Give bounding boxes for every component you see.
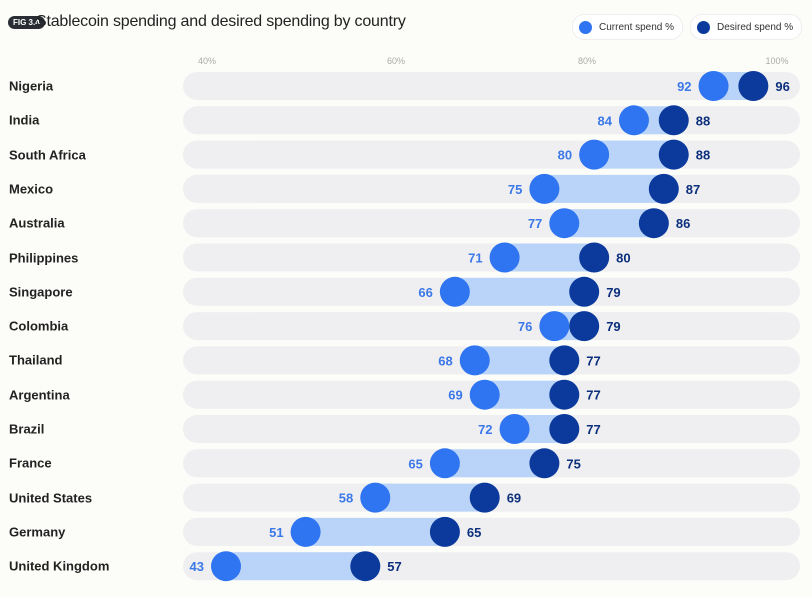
current-value-label: 69 <box>448 388 462 403</box>
row-track <box>183 174 800 203</box>
current-value-label: 66 <box>418 285 432 300</box>
current-dot <box>539 311 570 342</box>
desired-value-label: 96 <box>775 79 789 94</box>
current-value-label: 77 <box>528 216 542 231</box>
desired-value-label: 88 <box>696 113 710 128</box>
current-value-label: 75 <box>508 182 522 197</box>
desired-dot <box>429 516 460 547</box>
row-track <box>183 72 800 100</box>
desired-value-label: 77 <box>586 353 600 368</box>
current-dot <box>579 139 610 170</box>
country-label: Australia <box>9 215 65 231</box>
desired-dot <box>569 276 600 307</box>
desired-value-label: 57 <box>387 559 401 574</box>
current-value-label: 71 <box>468 251 482 266</box>
country-label: Thailand <box>9 352 63 368</box>
desired-value-label: 79 <box>606 319 620 334</box>
current-dot <box>459 345 490 376</box>
current-dot <box>499 414 530 444</box>
desired-value-label: 88 <box>696 148 710 163</box>
current-value-label: 84 <box>597 113 612 128</box>
legend-item-desired: Desired spend % <box>690 14 803 40</box>
desired-dot <box>738 71 769 101</box>
current-value-label: 65 <box>408 456 422 471</box>
row-track <box>183 312 800 341</box>
range-bar <box>454 277 585 306</box>
desired-value-label: 80 <box>616 251 630 266</box>
country-label: Colombia <box>9 318 69 334</box>
range-bar <box>305 517 445 546</box>
desired-dot <box>658 139 689 170</box>
desired-value-label: 75 <box>566 456 580 471</box>
range-bar <box>444 449 545 478</box>
desired-dot <box>350 551 381 582</box>
current-dot <box>529 173 560 204</box>
country-label: Germany <box>9 524 66 540</box>
desired-dot-icon <box>697 20 710 34</box>
desired-value-label: 77 <box>586 422 600 437</box>
legend-item-current: Current spend % <box>572 14 684 40</box>
country-label: United States <box>9 490 93 506</box>
x-tick-label: 60% <box>387 56 405 66</box>
desired-dot <box>579 242 610 273</box>
country-label: India <box>9 112 40 128</box>
desired-dot <box>658 105 689 136</box>
country-label: Singapore <box>9 284 73 300</box>
desired-dot <box>469 482 500 513</box>
desired-value-label: 65 <box>467 525 481 540</box>
current-dot <box>290 516 321 547</box>
desired-value-label: 79 <box>606 285 620 300</box>
desired-value-label: 86 <box>676 216 690 231</box>
current-dot <box>489 242 520 273</box>
current-value-label: 58 <box>339 491 353 506</box>
country-label: Philippines <box>9 250 79 265</box>
legend-label-desired: Desired spend % <box>717 21 794 33</box>
x-tick-label: 80% <box>578 56 596 66</box>
current-dot <box>211 551 241 582</box>
desired-dot <box>569 311 600 342</box>
country-label: France <box>9 455 52 471</box>
current-value-label: 51 <box>269 525 283 540</box>
country-label: South Africa <box>9 147 86 163</box>
x-tick-label: 100% <box>765 56 788 66</box>
country-label: Brazil <box>9 421 45 437</box>
desired-dot <box>549 414 580 444</box>
current-dot <box>429 448 460 479</box>
country-label: United Kingdom <box>9 558 110 574</box>
row-track <box>183 209 800 238</box>
current-dot <box>549 208 580 239</box>
row-track <box>183 415 800 443</box>
current-value-label: 76 <box>518 319 532 334</box>
current-dot <box>698 71 729 101</box>
desired-dot <box>549 379 580 410</box>
current-dot <box>618 105 649 136</box>
desired-dot <box>549 345 580 376</box>
country-label: Nigeria <box>9 78 54 94</box>
country-label: Mexico <box>9 181 54 197</box>
current-dot-icon <box>579 20 592 34</box>
current-value-label: 92 <box>677 79 691 94</box>
current-value-label: 68 <box>438 353 452 368</box>
legend-label-current: Current spend % <box>599 21 675 33</box>
current-value-label: 80 <box>558 148 572 163</box>
desired-value-label: 87 <box>686 182 700 197</box>
desired-value-label: 69 <box>507 491 521 506</box>
current-dot <box>439 276 470 307</box>
chart-title: Stablecoin spending and desired spending… <box>36 13 406 30</box>
desired-dot <box>648 173 679 204</box>
range-bar <box>226 552 366 581</box>
current-value-label: 43 <box>190 559 204 574</box>
country-label: Argentina <box>9 387 70 403</box>
range-bar <box>544 174 664 203</box>
current-dot <box>360 482 391 513</box>
figure-tag: FIG 3.4 <box>8 16 45 29</box>
desired-dot <box>638 208 669 239</box>
current-value-label: 72 <box>478 422 492 437</box>
range-bar <box>375 483 485 512</box>
desired-value-label: 77 <box>586 388 600 403</box>
x-tick-label: 40% <box>198 56 216 66</box>
desired-dot <box>529 448 560 479</box>
current-dot <box>469 379 500 410</box>
